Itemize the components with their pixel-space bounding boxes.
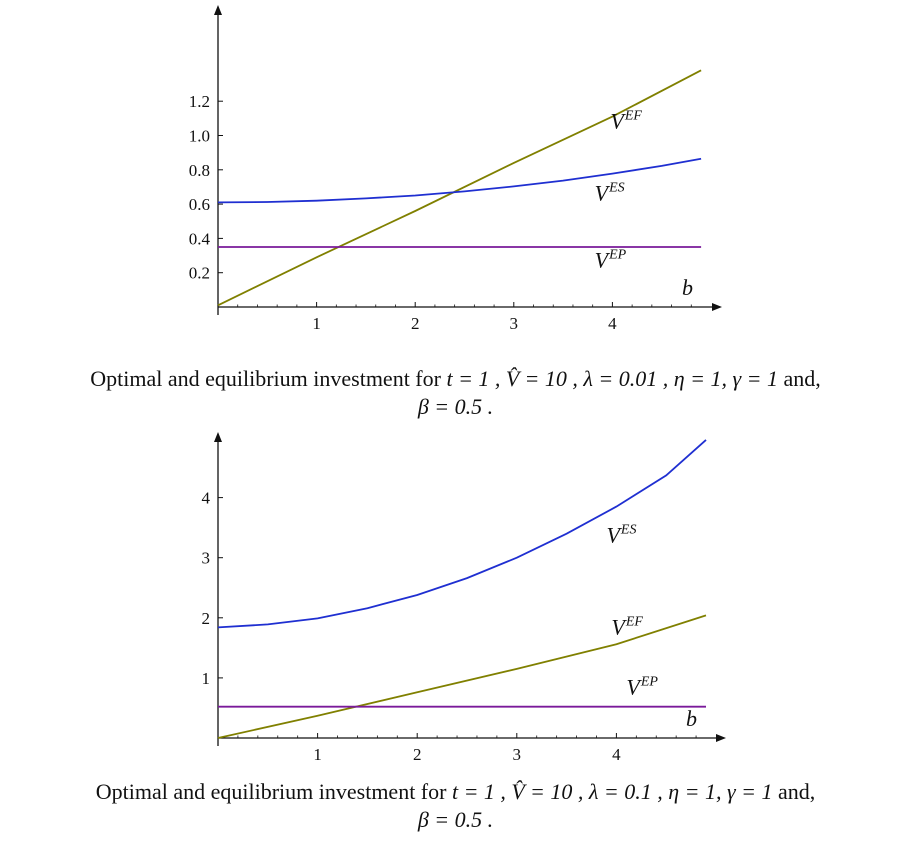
series-line-ef (217, 69, 702, 307)
y-tick-label: 2 (202, 609, 211, 628)
y-tick-label: 4 (202, 489, 211, 508)
x-tick-label: 3 (510, 314, 519, 333)
series-line-ef (217, 614, 707, 739)
series-label-ef: VEF (610, 109, 642, 134)
caption-2-text: Optimal and equilibrium investment for (95, 779, 447, 804)
caption-2-line-1: Optimal and equilibrium investment for t… (0, 778, 911, 806)
y-axis-arrow (214, 432, 222, 442)
series-line-es (217, 439, 707, 629)
caption-2-end: and, (777, 779, 816, 804)
x-axis-arrow (716, 734, 726, 742)
chart-2: 1 2 3 4 1 2 3 4 VES VEF VEP b (202, 432, 726, 764)
x-axis-label: b (682, 275, 693, 300)
y-tick-label: 3 (202, 549, 211, 568)
series-label-es: VES (606, 523, 636, 548)
caption-1-end: and, (783, 366, 821, 391)
caption-2: Optimal and equilibrium investment for t… (0, 778, 911, 834)
series-label-ep: VEP (626, 675, 658, 700)
y-tick-label: 0.2 (189, 264, 210, 283)
x-tick-label: 1 (312, 314, 321, 333)
caption-1-text: Optimal and equilibrium investment for (90, 366, 441, 391)
caption-1-line-1: Optimal and equilibrium investment for t… (0, 365, 911, 393)
caption-2-line-2: β = 0.5 . (417, 807, 494, 832)
chart-1: 1 2 3 4 0.2 0.4 0.6 0.8 1.0 1.2 VEF VES VEP b (189, 5, 722, 333)
y-tick-label: 0.4 (189, 229, 211, 248)
y-axis-arrow (214, 5, 222, 15)
y-tick-label: 1.2 (189, 92, 210, 111)
x-axis-label: b (686, 706, 697, 731)
caption-1-params: t = 1 , V̂ = 10 , λ = 0.01 , η = 1, γ = … (446, 366, 778, 391)
series-label-ep: VEP (595, 248, 627, 273)
caption-1-line-2: β = 0.5 . (417, 394, 494, 419)
x-tick-label: 4 (608, 314, 617, 333)
series-label-es: VES (595, 181, 625, 206)
x-tick-label: 3 (513, 745, 522, 764)
y-tick-label: 1 (202, 669, 211, 688)
x-tick-label: 4 (612, 745, 621, 764)
x-tick-label: 1 (313, 745, 322, 764)
x-axis-arrow (712, 303, 722, 311)
y-tick-label: 0.8 (189, 161, 210, 180)
series-label-ef: VEF (611, 615, 643, 640)
y-tick-label: 1.0 (189, 127, 210, 146)
y-tick-label: 0.6 (189, 195, 210, 214)
caption-2-params: t = 1 , V̂ = 10 , λ = 0.1 , η = 1, γ = 1 (451, 779, 773, 804)
x-tick-label: 2 (413, 745, 422, 764)
caption-1: Optimal and equilibrium investment for t… (0, 365, 911, 421)
series-line-es (217, 157, 702, 204)
x-tick-label: 2 (411, 314, 420, 333)
